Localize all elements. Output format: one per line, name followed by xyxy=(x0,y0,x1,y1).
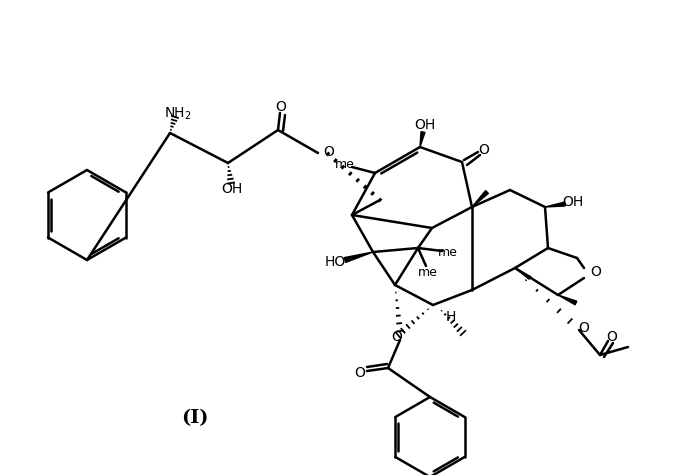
Polygon shape xyxy=(420,132,425,147)
Polygon shape xyxy=(558,295,577,305)
Text: NH$_2$: NH$_2$ xyxy=(164,106,192,122)
Text: O: O xyxy=(275,100,287,114)
Text: me: me xyxy=(418,266,438,279)
Text: OH: OH xyxy=(415,118,435,132)
Text: OH: OH xyxy=(563,195,584,209)
Text: OH: OH xyxy=(222,182,243,196)
Text: O: O xyxy=(391,330,403,344)
Text: O: O xyxy=(578,321,589,335)
Text: O: O xyxy=(323,145,334,159)
Polygon shape xyxy=(545,202,565,207)
Text: me: me xyxy=(438,247,458,259)
Text: O: O xyxy=(479,143,489,157)
Polygon shape xyxy=(515,268,531,279)
Text: (I): (I) xyxy=(181,409,209,427)
Text: H: H xyxy=(446,310,456,324)
Polygon shape xyxy=(472,190,489,207)
Text: HO: HO xyxy=(324,255,345,269)
Text: O: O xyxy=(607,330,617,344)
Text: me: me xyxy=(335,159,355,171)
Polygon shape xyxy=(345,252,373,262)
Text: O: O xyxy=(590,265,601,279)
Text: O: O xyxy=(354,366,366,380)
